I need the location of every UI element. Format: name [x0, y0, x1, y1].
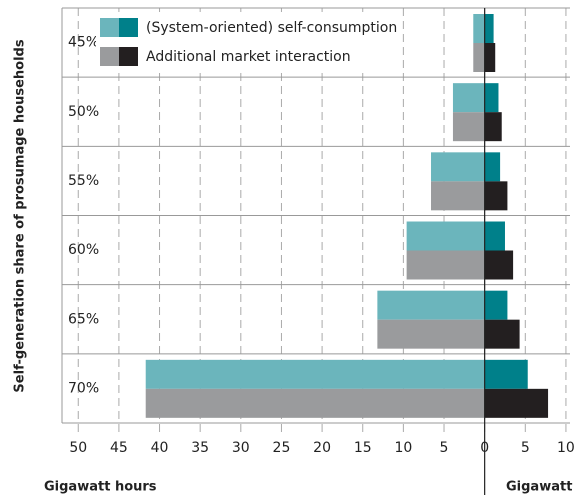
y-tick-label: 60% [68, 242, 99, 258]
bar-power [484, 14, 494, 43]
bar-power [484, 112, 502, 142]
bar-energy [452, 112, 485, 142]
bar-power [484, 388, 549, 418]
bar-energy [473, 43, 485, 72]
bar-power [484, 152, 501, 182]
x-tick-label: 15 [354, 440, 372, 456]
x-tick-label: 25 [273, 440, 291, 456]
x-axis-label-right: Gigawatt [506, 480, 572, 495]
y-tick-label: 50% [68, 104, 99, 120]
legend-swatch [119, 47, 138, 66]
y-tick-label: 45% [68, 35, 99, 51]
bar-power [484, 359, 528, 389]
x-tick-label: 10 [557, 440, 575, 456]
x-tick-label: 40 [151, 440, 169, 456]
legend-label: (System-oriented) self-consumption [146, 20, 397, 36]
bar-power [484, 221, 505, 251]
legend-background [96, 12, 376, 70]
bar-power [484, 83, 499, 113]
x-tick-label: 45 [110, 440, 128, 456]
bar-power [484, 43, 496, 72]
bar-power [484, 181, 508, 211]
x-tick-label: 5 [440, 440, 449, 456]
x-tick-label: 35 [191, 440, 209, 456]
legend-swatch [100, 18, 119, 37]
legend-swatch [119, 18, 138, 37]
y-tick-label: 65% [68, 311, 99, 327]
x-tick-label: 50 [69, 440, 87, 456]
y-tick-label: 70% [68, 380, 99, 396]
bar-energy [377, 290, 485, 320]
bar-energy [431, 152, 485, 182]
legend-label: Additional market interaction [146, 49, 351, 65]
x-tick-label: 5 [521, 440, 530, 456]
bar-energy [145, 359, 485, 389]
x-tick-label: 30 [232, 440, 250, 456]
bar-energy [406, 250, 485, 280]
bar-energy [452, 83, 485, 113]
y-axis-label: Self-generation share of prosumage house… [13, 39, 28, 392]
legend-swatch [100, 47, 119, 66]
x-tick-label: 20 [313, 440, 331, 456]
x-tick-label: 10 [394, 440, 412, 456]
bar-energy [431, 181, 485, 211]
bar-power [484, 319, 520, 349]
y-tick-label: 55% [68, 173, 99, 189]
x-axis-label-left: Gigawatt hours [44, 480, 157, 495]
bar-power [484, 250, 514, 280]
bar-energy [145, 388, 485, 418]
bar-energy [406, 221, 485, 251]
bar-energy [473, 14, 485, 43]
bar-power [484, 290, 508, 320]
bar-energy [377, 319, 485, 349]
